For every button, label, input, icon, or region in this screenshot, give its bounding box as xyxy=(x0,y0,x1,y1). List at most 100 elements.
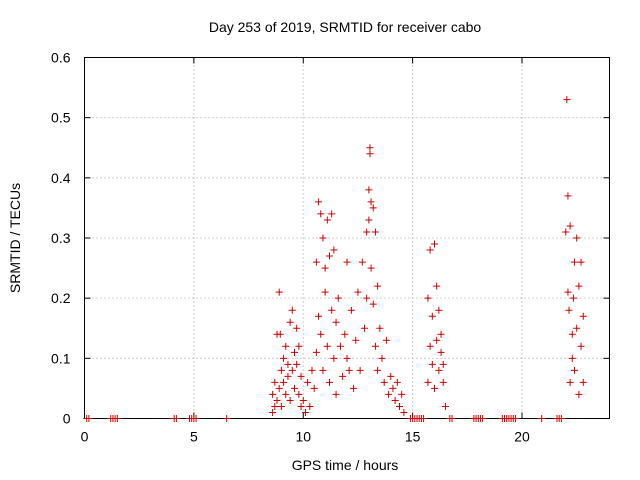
data-point xyxy=(564,288,572,296)
x-tick-label: 0 xyxy=(81,429,89,445)
data-point xyxy=(367,264,375,272)
data-point xyxy=(330,354,338,362)
data-point xyxy=(321,288,329,296)
data-point xyxy=(277,402,285,410)
data-point xyxy=(433,282,441,290)
data-point xyxy=(315,312,323,320)
data-point xyxy=(437,348,445,356)
y-tick-label: 0.4 xyxy=(51,170,71,186)
data-point xyxy=(428,312,436,320)
data-point xyxy=(361,324,368,332)
data-point xyxy=(393,378,401,386)
data-point xyxy=(284,372,292,380)
data-point xyxy=(367,198,375,206)
data-point xyxy=(286,318,294,326)
data-point xyxy=(299,396,307,404)
data-point xyxy=(579,312,587,320)
data-point xyxy=(435,306,443,314)
data-point xyxy=(282,390,290,398)
data-point xyxy=(568,330,576,338)
data-point xyxy=(282,342,290,350)
x-tick-labels: 0 5 10 15 20 xyxy=(81,429,530,445)
data-point xyxy=(389,384,397,392)
data-point xyxy=(369,300,377,308)
data-point xyxy=(371,342,379,350)
data-point xyxy=(326,378,333,386)
data-point xyxy=(479,415,487,422)
data-point xyxy=(354,288,362,296)
data-point xyxy=(323,342,331,350)
y-tick-labels: 0 0.1 0.2 0.3 0.4 0.5 0.6 xyxy=(51,50,71,427)
data-point xyxy=(577,258,585,266)
data-points xyxy=(83,96,587,422)
data-point xyxy=(291,384,298,392)
data-point xyxy=(293,360,301,368)
data-point xyxy=(538,415,546,422)
data-point xyxy=(358,258,366,266)
data-point xyxy=(304,378,312,386)
data-point xyxy=(568,354,576,362)
data-point xyxy=(382,336,390,344)
data-point xyxy=(284,360,292,368)
data-point xyxy=(288,366,296,374)
data-point xyxy=(563,96,571,104)
data-point xyxy=(564,192,572,200)
data-point xyxy=(431,384,438,392)
data-point xyxy=(579,378,587,386)
y-axis-label: SRMTID / TECUs xyxy=(7,183,23,293)
data-point xyxy=(315,198,323,206)
data-point xyxy=(271,378,279,386)
data-point xyxy=(277,366,285,374)
data-point xyxy=(363,294,371,302)
data-point xyxy=(271,402,279,410)
data-point xyxy=(343,354,351,362)
data-point xyxy=(363,228,371,236)
data-point xyxy=(441,402,449,410)
data-point xyxy=(306,402,314,410)
data-point xyxy=(378,354,386,362)
data-point xyxy=(192,415,200,422)
data-point xyxy=(396,402,403,410)
data-point xyxy=(380,378,388,386)
data-point xyxy=(376,324,384,332)
data-point xyxy=(301,408,309,416)
data-point xyxy=(332,390,340,398)
x-tick-label: 10 xyxy=(295,429,311,445)
data-point xyxy=(511,415,519,422)
data-point xyxy=(366,144,374,152)
data-point xyxy=(437,330,445,338)
data-point xyxy=(326,252,333,260)
data-point xyxy=(328,306,336,314)
data-point xyxy=(369,204,377,212)
data-point xyxy=(312,258,320,266)
data-point xyxy=(557,415,565,422)
data-point xyxy=(297,402,305,410)
data-point xyxy=(321,264,329,272)
data-point xyxy=(385,390,393,398)
data-point xyxy=(332,318,340,326)
y-tick-label: 0.1 xyxy=(51,350,71,366)
data-point xyxy=(577,342,585,350)
x-tick-label: 15 xyxy=(405,429,421,445)
data-point xyxy=(426,342,434,350)
data-point xyxy=(420,415,428,422)
y-tick-label: 0.5 xyxy=(51,110,71,126)
data-point xyxy=(269,390,277,398)
data-point xyxy=(573,324,581,332)
data-point xyxy=(330,246,338,254)
data-point xyxy=(428,360,436,368)
data-point xyxy=(113,415,121,422)
data-point xyxy=(400,408,408,416)
data-point xyxy=(345,366,353,374)
data-point xyxy=(571,366,578,374)
data-point xyxy=(562,228,570,236)
data-point xyxy=(328,210,336,218)
data-point xyxy=(433,336,441,344)
data-point xyxy=(365,186,373,194)
data-point xyxy=(319,234,327,242)
data-point xyxy=(295,342,303,350)
data-point xyxy=(374,282,382,290)
data-point xyxy=(297,372,305,380)
data-point xyxy=(343,258,351,266)
data-point xyxy=(341,330,349,338)
